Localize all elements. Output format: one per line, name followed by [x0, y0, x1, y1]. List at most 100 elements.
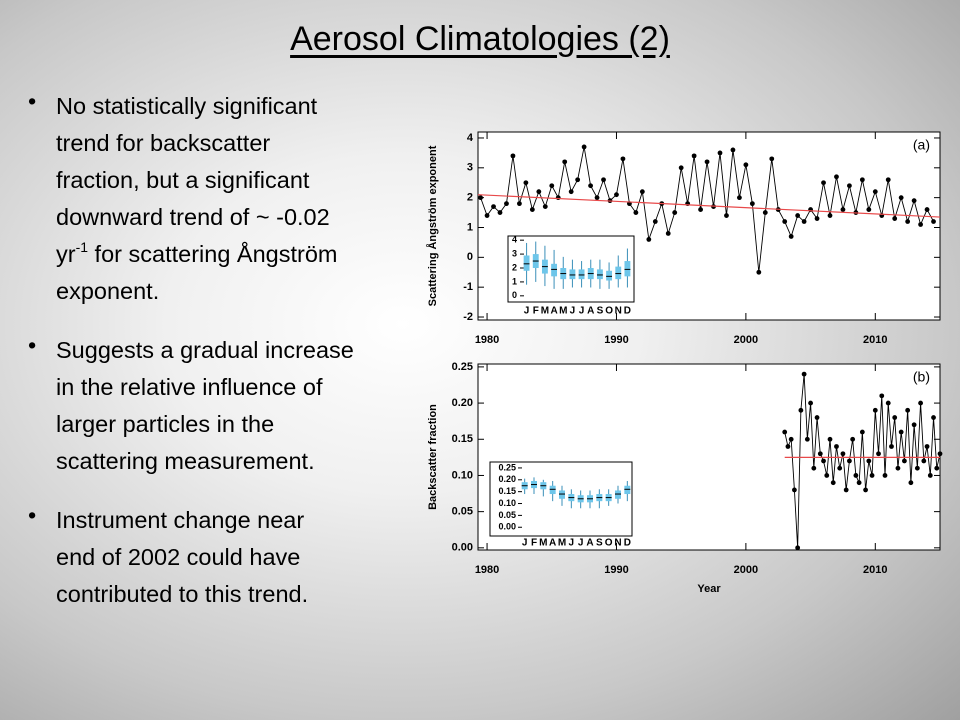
y-tick-label: 0	[467, 251, 473, 263]
data-point	[555, 195, 561, 201]
data-point	[924, 444, 930, 449]
inset-box	[569, 269, 576, 280]
data-point	[908, 480, 914, 486]
data-point	[921, 458, 927, 464]
data-point	[898, 195, 904, 201]
data-point	[847, 183, 852, 189]
data-point	[872, 189, 878, 195]
x-tick-label: 1980	[475, 334, 499, 346]
data-point	[646, 237, 652, 242]
data-point	[633, 210, 639, 215]
data-point	[639, 189, 645, 195]
data-point	[665, 231, 671, 236]
data-point	[691, 153, 697, 159]
data-point	[782, 429, 788, 435]
data-point	[863, 487, 868, 493]
data-point	[575, 177, 581, 183]
data-point	[782, 219, 788, 224]
inset-y-tick-label: 0.10	[498, 498, 516, 508]
y-tick-label: 4	[467, 132, 474, 144]
data-point	[859, 429, 865, 435]
inset-month-label: D	[624, 538, 631, 549]
inset-month-label: N	[614, 538, 621, 549]
bullet-line: Suggests a gradual increase	[56, 337, 354, 363]
data-point	[756, 269, 762, 275]
text-span: for scattering Ångström	[88, 241, 338, 267]
inset-month-label: J	[524, 306, 530, 317]
bullet-line: scattering measurement.	[56, 448, 315, 474]
data-point	[905, 407, 911, 413]
slide-title: Aerosol Climatologies (2)	[290, 20, 670, 58]
panel-label: (b)	[913, 369, 930, 385]
data-point	[931, 415, 936, 420]
data-point	[542, 204, 548, 210]
inset-y-tick-label: 0.05	[498, 510, 516, 520]
data-point	[869, 473, 875, 478]
bullet-line: yr-1 for scattering Ångström	[56, 236, 428, 273]
inset-month-label: O	[605, 538, 613, 549]
bullet-line: downward trend of ~ -0.02	[56, 204, 330, 230]
data-point	[814, 216, 820, 221]
data-point	[898, 429, 904, 435]
data-point	[717, 150, 723, 156]
inset-box	[596, 269, 603, 280]
bullet: No statistically significant trend for ba…	[28, 88, 428, 310]
x-tick-label: 2000	[734, 564, 758, 576]
bullet-line: exponent.	[56, 278, 160, 304]
data-point	[882, 473, 888, 478]
inset-box	[551, 263, 558, 277]
data-point	[769, 156, 775, 162]
data-point	[892, 415, 898, 420]
data-point	[824, 473, 830, 478]
data-point	[523, 180, 529, 186]
x-tick-label: 1980	[475, 564, 499, 576]
data-point	[798, 407, 804, 413]
inset-month-label: O	[605, 306, 613, 317]
bullet-line: Instrument change near	[56, 507, 305, 533]
data-point	[785, 444, 791, 449]
inset-month-label: F	[533, 306, 539, 317]
y-tick-label: 0.00	[452, 542, 473, 554]
y-tick-label: 0.15	[452, 433, 473, 445]
inset-box	[523, 255, 530, 271]
data-point	[876, 451, 881, 457]
data-point	[737, 195, 742, 201]
inset-box	[615, 490, 621, 499]
data-point	[856, 480, 862, 486]
x-tick-label: 2010	[863, 334, 887, 346]
data-point	[698, 207, 703, 212]
inset-month-label: A	[587, 306, 594, 317]
inset-box	[615, 266, 622, 280]
data-point	[724, 213, 729, 218]
y-tick-label: 0.10	[452, 469, 473, 481]
bullet-line: fraction, but a significant	[56, 167, 310, 193]
data-point	[743, 162, 749, 168]
data-point	[588, 183, 593, 189]
data-point	[850, 436, 856, 442]
inset-month-label: D	[624, 306, 631, 317]
data-point	[911, 198, 917, 204]
data-point	[879, 393, 885, 399]
inset-y-tick-label: 4	[512, 235, 517, 245]
y-axis-label: Scattering Ångström exponent	[426, 145, 439, 306]
inset-month-label: S	[596, 538, 603, 549]
data-point	[927, 473, 933, 478]
x-tick-label: 1990	[604, 334, 628, 346]
inset-month-label: N	[615, 306, 622, 317]
data-point	[581, 144, 587, 150]
inset-month-label: F	[531, 538, 537, 549]
inset-box	[578, 269, 585, 280]
data-point	[788, 436, 794, 442]
data-point	[620, 156, 626, 162]
data-point	[517, 201, 522, 207]
data-point	[834, 444, 839, 449]
y-tick-label: 1	[467, 221, 473, 233]
inset-y-tick-label: 2	[512, 262, 517, 272]
bullet: Instrument change near end of 2002 could …	[28, 502, 428, 613]
bullet-line: No statistically significant	[56, 93, 318, 119]
text-span: yr	[56, 241, 76, 267]
data-point	[843, 487, 849, 493]
x-tick-label: 2000	[734, 334, 758, 346]
